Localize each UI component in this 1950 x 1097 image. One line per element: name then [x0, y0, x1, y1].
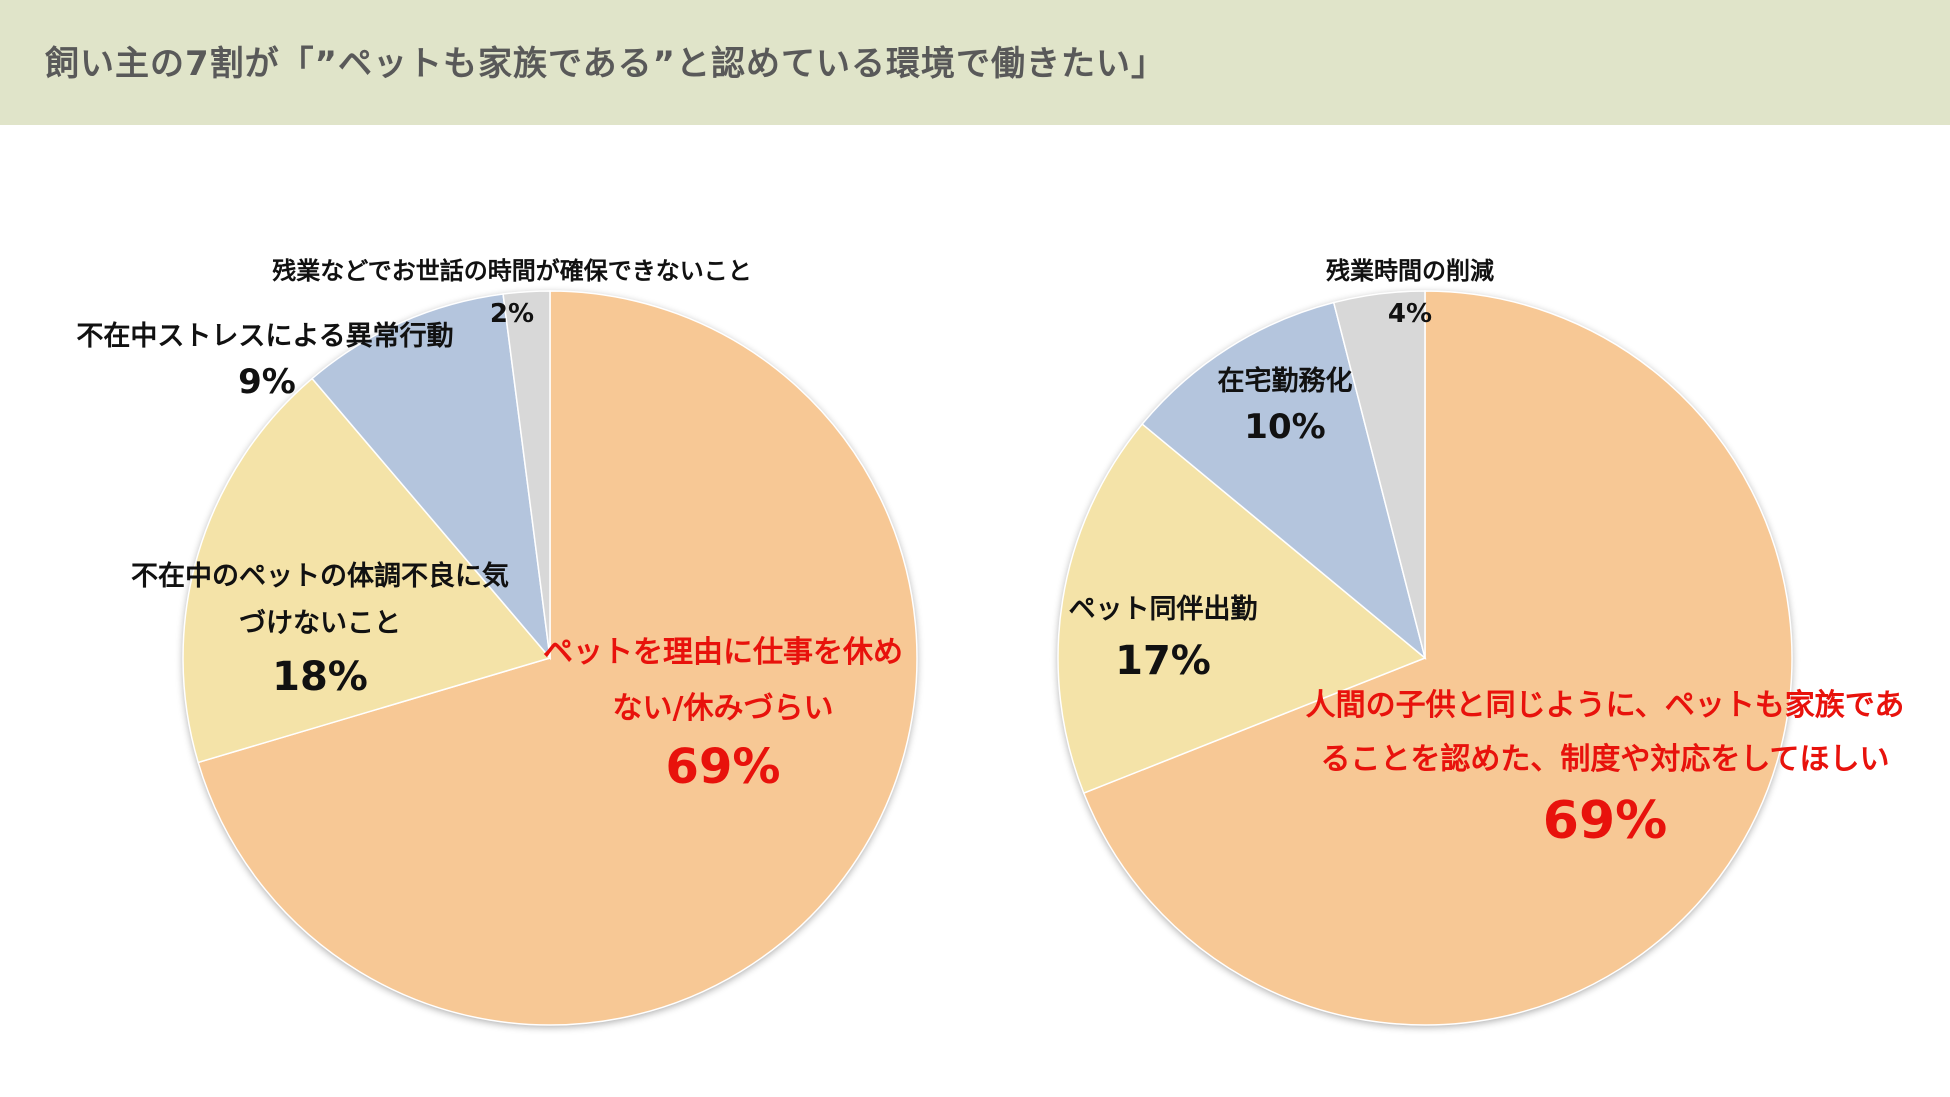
slice-label-1-2-line-2: づけないこと — [239, 608, 401, 639]
slice-label-1-4-line-1: 残業などでお世話の時間が確保できないこと — [272, 257, 752, 285]
slice-label-2-4-line-1: 残業時間の削減 — [1326, 257, 1494, 285]
pie-slice-2-4 — [1332, 290, 1426, 659]
slice-label-1-1-line-2: ない/休みづらい — [613, 691, 834, 726]
slice-label-1-2-line-1: 不在中のペットの体調不良に気 — [131, 560, 509, 592]
slice-value-2-4: 4% — [1388, 299, 1432, 329]
pie-slice-2-2 — [1057, 423, 1427, 795]
slice-value-1-1: 69% — [666, 739, 781, 795]
slice-value-1-3: 9% — [238, 362, 296, 402]
slice-label-1-3-line-1: 不在中ストレスによる異常行動 — [76, 320, 453, 352]
pie-slice-2-1 — [1082, 290, 1793, 1026]
pie-slice-2-3 — [1141, 301, 1427, 661]
pie-slice-1-1 — [197, 290, 918, 1026]
slice-label-1-1-line-1: ペットを理由に仕事を休め — [543, 635, 903, 670]
slice-value-2-1: 69% — [1543, 791, 1667, 851]
slice-value-1-2: 18% — [272, 654, 368, 700]
header-bar: 飼い主の7割が「”ペットも家族である”と認めている環境で働きたい」 — [0, 0, 1950, 125]
pie-slice-1-3 — [311, 293, 552, 661]
slice-label-2-1-line-2: ることを認めた、制度や対応をしてほしい — [1320, 742, 1889, 777]
pie-slice-1-2 — [182, 377, 552, 764]
slice-label-2-1-line-1: 人間の子供と同じように、ペットも家族であ — [1306, 688, 1905, 723]
slice-value-2-3: 10% — [1244, 407, 1325, 447]
slice-label-2-3-line-1: 在宅勤務化 — [1218, 365, 1353, 397]
slice-value-2-2: 17% — [1115, 638, 1211, 684]
slice-label-2-2-line-1: ペット同伴出勤 — [1069, 594, 1258, 625]
slice-value-1-4: 2% — [490, 299, 534, 329]
page-title: 飼い主の7割が「”ペットも家族である”と認めている環境で働きたい」 — [45, 44, 1167, 84]
pie-slice-1-4 — [502, 290, 551, 659]
